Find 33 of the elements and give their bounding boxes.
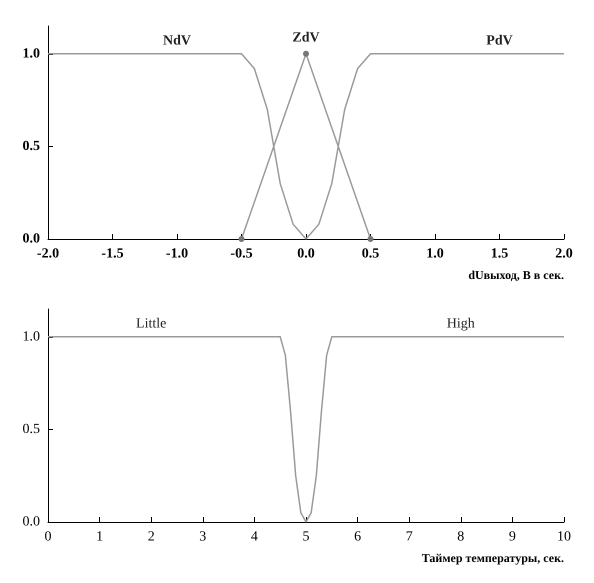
x-tick-label: 1.0 <box>426 246 444 262</box>
x-tick-label: 2.0 <box>555 246 573 262</box>
x-axis-title: dUвыход, В в сек. <box>468 268 564 282</box>
y-tick-label: 0.0 <box>22 514 40 530</box>
x-tick-label: 1 <box>96 530 104 544</box>
series-label: High <box>446 316 475 332</box>
x-tick-label: 8 <box>457 530 464 544</box>
y-tick-label: 1.0 <box>22 46 40 62</box>
x-axis-title: Таймер температуры, сек. <box>422 551 564 565</box>
x-tick-label: 0.0 <box>297 246 315 262</box>
x-tick-label: 10 <box>557 530 571 544</box>
x-tick-label: 5 <box>302 530 310 544</box>
x-tick-label: 3 <box>199 530 206 544</box>
series-label: ZdV <box>292 30 320 46</box>
x-tick-label: 2 <box>148 530 155 544</box>
series-label: PdV <box>486 33 513 48</box>
series-label: NdV <box>162 33 192 48</box>
y-tick-label: 0.0 <box>22 232 40 246</box>
y-tick-label: 0.5 <box>22 138 40 154</box>
x-tick-label: -0.5 <box>230 246 253 262</box>
x-tick-label: 7 <box>406 530 413 544</box>
x-tick-label: 1.5 <box>490 246 508 262</box>
x-tick-label: -1.0 <box>166 246 188 262</box>
x-tick-label: -2.0 <box>36 246 60 262</box>
x-tick-label: 4 <box>250 530 258 544</box>
series-label: Little <box>136 316 166 332</box>
x-tick-label: 0.5 <box>362 246 380 262</box>
x-tick-label: 6 <box>354 530 362 544</box>
y-tick-label: 0.5 <box>22 422 40 437</box>
x-tick-label: -1.5 <box>101 246 124 262</box>
x-tick-label: 9 <box>508 530 516 544</box>
y-tick-label: 1.0 <box>22 329 40 344</box>
x-tick-label: 0 <box>44 530 52 544</box>
